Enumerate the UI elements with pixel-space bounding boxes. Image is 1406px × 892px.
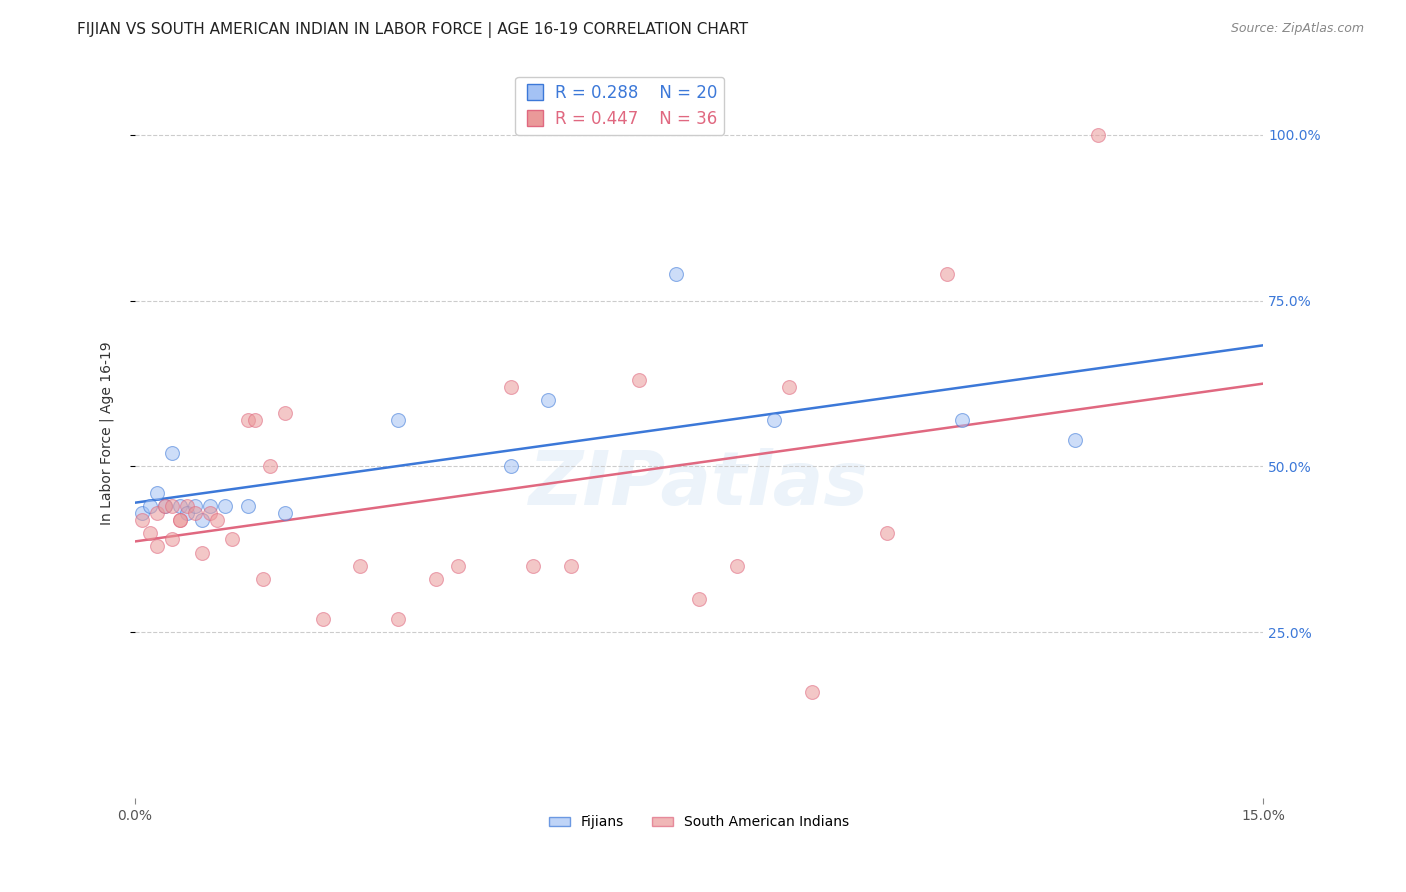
Point — [537, 393, 560, 408]
Point — [522, 559, 544, 574]
Point — [214, 500, 236, 514]
Point — [665, 267, 688, 281]
Point — [146, 506, 169, 520]
Point — [169, 512, 191, 526]
Text: Source: ZipAtlas.com: Source: ZipAtlas.com — [1230, 22, 1364, 36]
Point — [499, 380, 522, 394]
Point — [560, 559, 582, 574]
Point — [176, 506, 198, 520]
Point — [153, 500, 176, 514]
Point — [162, 446, 184, 460]
Point — [425, 572, 447, 586]
Point — [252, 572, 274, 586]
Point — [176, 500, 198, 514]
Point — [274, 406, 297, 420]
Point — [169, 512, 191, 526]
Point — [236, 413, 259, 427]
Point — [447, 559, 470, 574]
Point — [936, 267, 959, 281]
Point — [191, 546, 214, 560]
Point — [387, 612, 409, 626]
Text: ZIPatlas: ZIPatlas — [529, 448, 869, 521]
Point — [139, 525, 162, 540]
Point — [184, 506, 207, 520]
Point — [387, 413, 409, 427]
Point — [221, 533, 243, 547]
Point — [198, 500, 221, 514]
Point — [146, 486, 169, 500]
Point — [131, 512, 153, 526]
Point — [162, 500, 184, 514]
Point — [627, 373, 650, 387]
Point — [259, 459, 281, 474]
Point — [198, 506, 221, 520]
Point — [169, 500, 191, 514]
Point — [236, 500, 259, 514]
Point — [800, 685, 823, 699]
Point — [153, 500, 176, 514]
Point — [312, 612, 335, 626]
Point — [184, 500, 207, 514]
Point — [207, 512, 229, 526]
Point — [1087, 128, 1109, 142]
Point — [146, 539, 169, 553]
Point — [763, 413, 786, 427]
Point — [1064, 433, 1087, 447]
Point — [349, 559, 371, 574]
Point — [191, 512, 214, 526]
Y-axis label: In Labor Force | Age 16-19: In Labor Force | Age 16-19 — [100, 342, 114, 525]
Point — [499, 459, 522, 474]
Point — [139, 500, 162, 514]
Legend: Fijians, South American Indians: Fijians, South American Indians — [543, 810, 855, 835]
Point — [778, 380, 800, 394]
Point — [950, 413, 973, 427]
Point — [162, 533, 184, 547]
Point — [688, 592, 710, 607]
Point — [725, 559, 748, 574]
Point — [274, 506, 297, 520]
Point — [131, 506, 153, 520]
Point — [876, 525, 898, 540]
Point — [243, 413, 266, 427]
Text: FIJIAN VS SOUTH AMERICAN INDIAN IN LABOR FORCE | AGE 16-19 CORRELATION CHART: FIJIAN VS SOUTH AMERICAN INDIAN IN LABOR… — [77, 22, 748, 38]
